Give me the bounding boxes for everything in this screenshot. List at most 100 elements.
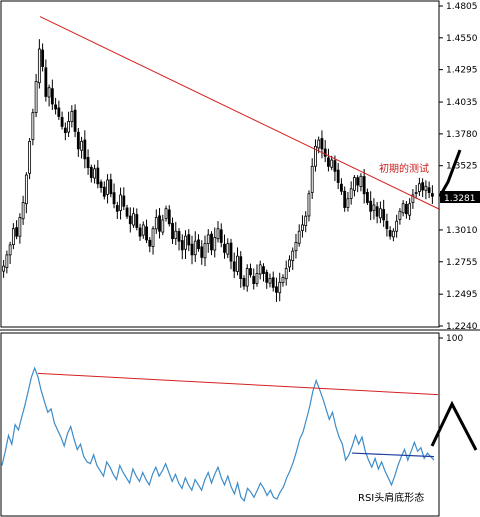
candle-body [275,286,278,293]
candle-body [320,138,324,150]
candle-body [37,48,41,84]
price-tick-label: 1.3525 [446,162,478,172]
candle-body [323,148,327,157]
candle-body [151,228,155,247]
candle-body [268,278,272,284]
price-tick-label: 1.4295 [446,66,478,76]
candle-body [197,239,200,250]
candle-body [304,215,308,226]
rsi-annotation: RSI头肩底形态 [358,491,424,504]
candle-body [388,230,392,237]
candle-body [378,208,382,219]
price-tick-label: 1.2240 [446,322,478,332]
candle-body [24,174,28,205]
price-tick-label: 1.2755 [446,258,478,268]
candle-body [340,183,343,192]
candle-body [252,276,256,284]
candle-body [281,276,285,284]
candle-body [8,244,12,256]
price-test-arrow [438,149,462,197]
candle-body [2,265,6,272]
candle-body [229,242,233,262]
candle-body [349,188,353,199]
candle-body [89,166,93,178]
candle-body [382,209,386,221]
candle-body [47,87,51,98]
candle-body [93,168,96,179]
price-tick-label: 1.3780 [446,130,478,140]
candle-body [291,250,295,261]
candle-body [411,194,415,203]
candle-body [57,107,61,117]
candle-body [430,193,434,197]
candle-body [245,268,249,287]
candle-body [96,167,100,185]
candle-body [294,242,298,252]
candle-body [226,243,230,255]
candle-body [187,234,191,246]
candle-body [122,195,126,207]
candle-body [213,237,217,251]
candle-body [297,230,301,244]
candle-body [404,203,408,215]
candle-body [125,207,129,217]
candle-body [239,256,243,279]
candle-body [219,229,223,243]
candle-body [401,203,405,214]
candle-body [200,246,204,258]
price-axis: 1.4805 1.4550 1.4295 1.4035 1.3780 1.3525 1.30… [439,2,478,332]
candle-body [174,230,178,239]
candle-body [83,139,87,160]
candle-body [41,49,45,67]
candle-body [236,255,239,272]
price-tick-label: 1.4035 [446,98,478,108]
candle-body [424,185,428,191]
rsi-neckline [351,452,435,458]
candle-body [271,277,275,288]
candle-body [31,112,35,141]
rsi-upper-trendline [37,372,439,396]
price-tick-label: 1.3010 [446,226,478,236]
candle-body [112,192,116,205]
candle-body [408,203,412,216]
candle-body [180,240,184,251]
candle-body [223,243,226,253]
candle-body [307,193,311,217]
candle-body [193,240,197,256]
candle-body [99,181,103,188]
candle-body [135,214,139,228]
candle-body [216,228,220,240]
candle-body [265,271,269,283]
candle-body [161,219,165,233]
candle-body [54,104,58,110]
rsi-layer [1,366,478,502]
rsi-tick-label: 100 [446,334,463,344]
candle-body [353,177,356,191]
candle-body [327,157,330,167]
current-price-box [440,191,480,203]
rsi-axis: 100 [439,334,463,344]
candle-body [73,109,77,132]
candle-body [28,140,32,174]
candle-body [369,200,373,212]
candle-body [249,268,252,276]
candle-body [164,208,168,219]
candle-body [359,175,363,187]
price-annotation: 初期的测试 [379,162,429,175]
candle-body [310,165,314,193]
candle-body [203,243,207,259]
candle-body [190,243,194,256]
candle-body [34,81,38,113]
candle-body [398,210,402,220]
candle-body [145,226,148,241]
price-panel-frame [0,0,440,328]
candle-body [138,227,142,237]
candle-body [60,117,64,127]
candle-body [356,177,360,186]
candle-body [362,176,366,195]
candle-body [11,228,15,245]
candle-body [67,120,70,133]
candle-body [109,179,113,195]
candle-body [262,266,265,275]
